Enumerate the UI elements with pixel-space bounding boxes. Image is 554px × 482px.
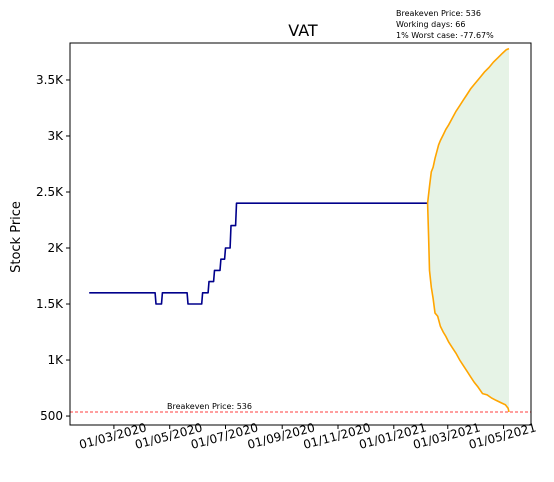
- y-tick-label: 2K: [47, 241, 64, 255]
- info-box: Breakeven Price: 536 Working days: 66 1%…: [396, 9, 494, 40]
- y-axis-ticks: 500 1K 1.5K 2K 2.5K 3K 3.5K: [36, 73, 70, 423]
- chart-title: VAT: [288, 21, 318, 40]
- info-line-breakeven: Breakeven Price: 536: [396, 9, 481, 18]
- info-line-worst-case: 1% Worst case: -77.67%: [396, 31, 494, 40]
- breakeven-label: Breakeven Price: 536: [167, 402, 252, 411]
- y-tick-label: 1.5K: [36, 297, 64, 311]
- plot-frame: [69, 42, 532, 426]
- y-axis-label: Stock Price: [9, 201, 24, 273]
- forecast-upper-line: [426, 47, 510, 204]
- forecast-lower-line: [426, 203, 510, 413]
- y-tick-label: 500: [40, 409, 63, 423]
- y-tick-label: 1K: [47, 353, 64, 367]
- forecast-band: [427, 48, 509, 412]
- plot-area: Breakeven Price: 536: [70, 47, 531, 413]
- y-tick-label: 3K: [47, 129, 64, 143]
- y-tick-label: 2.5K: [36, 185, 64, 199]
- info-line-working-days: Working days: 66: [396, 20, 465, 29]
- y-tick-label: 3.5K: [36, 73, 64, 87]
- price-series-line: [89, 202, 428, 305]
